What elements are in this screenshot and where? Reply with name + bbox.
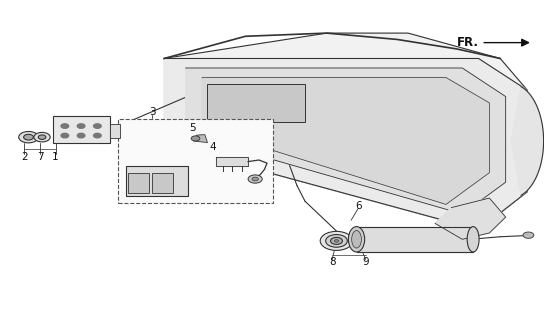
Ellipse shape	[467, 227, 479, 252]
Text: 7: 7	[37, 152, 44, 162]
Polygon shape	[356, 227, 473, 252]
Polygon shape	[194, 135, 208, 142]
Polygon shape	[186, 68, 506, 214]
Text: 6: 6	[355, 201, 361, 211]
Text: 9: 9	[362, 257, 369, 267]
Text: FR.: FR.	[457, 36, 479, 49]
Polygon shape	[202, 77, 489, 204]
Bar	[118, 119, 272, 203]
Text: 1: 1	[52, 152, 59, 162]
Text: 4: 4	[209, 142, 216, 152]
Circle shape	[77, 124, 85, 128]
Circle shape	[38, 135, 46, 140]
Circle shape	[191, 136, 200, 141]
Text: 2: 2	[21, 152, 27, 162]
Circle shape	[77, 133, 85, 138]
Polygon shape	[435, 198, 506, 239]
FancyArrowPatch shape	[484, 39, 529, 46]
Bar	[128, 173, 149, 193]
Bar	[208, 84, 305, 122]
Circle shape	[326, 235, 347, 247]
Circle shape	[23, 134, 33, 140]
Text: 8: 8	[329, 257, 336, 267]
Circle shape	[19, 132, 38, 143]
Polygon shape	[164, 33, 528, 230]
Circle shape	[320, 231, 353, 251]
Circle shape	[334, 240, 338, 242]
Text: 3: 3	[149, 108, 155, 117]
Circle shape	[94, 133, 101, 138]
Circle shape	[252, 177, 258, 181]
Ellipse shape	[352, 231, 361, 248]
Circle shape	[94, 124, 101, 128]
Circle shape	[61, 124, 69, 128]
Text: 5: 5	[189, 123, 196, 133]
Circle shape	[248, 175, 262, 183]
Polygon shape	[511, 87, 543, 195]
Bar	[110, 124, 119, 138]
Circle shape	[523, 232, 534, 238]
Circle shape	[61, 133, 69, 138]
Circle shape	[330, 237, 342, 244]
Ellipse shape	[348, 227, 365, 252]
Polygon shape	[216, 157, 248, 166]
Circle shape	[34, 132, 50, 142]
Polygon shape	[164, 59, 528, 230]
Bar	[152, 173, 173, 193]
Bar	[53, 116, 110, 142]
Bar	[126, 166, 189, 196]
